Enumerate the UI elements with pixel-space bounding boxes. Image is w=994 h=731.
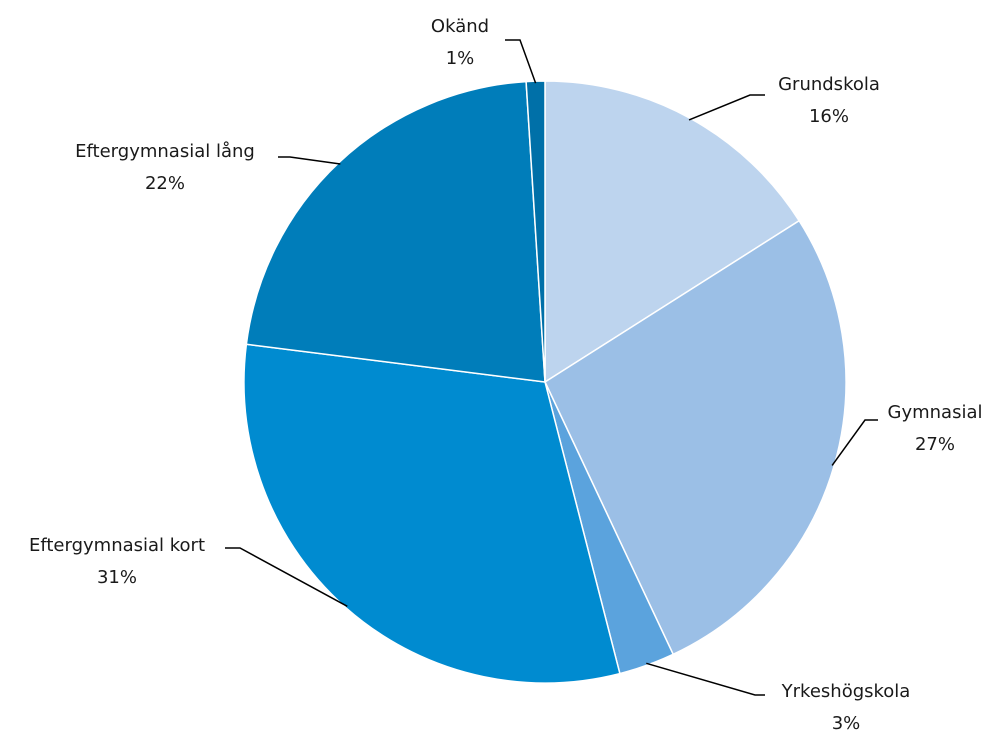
pie-slice — [544, 80, 801, 384]
slice-label: Gymnasial — [888, 402, 983, 423]
slice-value-label: 31% — [97, 567, 137, 588]
slice-value-label: 16% — [809, 106, 849, 127]
pie-slice — [243, 343, 621, 684]
leader-line — [505, 39, 537, 84]
pie-slice — [245, 80, 546, 383]
leader-line — [831, 419, 878, 466]
slice-value-label: 27% — [915, 434, 955, 455]
slice-label: Yrkeshögskola — [781, 681, 911, 702]
slice-value-label: 1% — [446, 48, 475, 69]
slice-label: Grundskola — [778, 74, 880, 95]
slice-value-label: 22% — [145, 173, 185, 194]
slice-label: Eftergymnasial kort — [29, 535, 205, 556]
slice-value-label: 3% — [832, 713, 861, 731]
slice-label: Eftergymnasial lång — [75, 141, 255, 162]
leader-line — [225, 547, 348, 607]
leader-line — [688, 94, 765, 121]
pie-slice — [544, 219, 847, 656]
leader-line — [278, 156, 341, 165]
leader-line — [646, 662, 765, 696]
slice-label: Okänd — [431, 16, 489, 37]
